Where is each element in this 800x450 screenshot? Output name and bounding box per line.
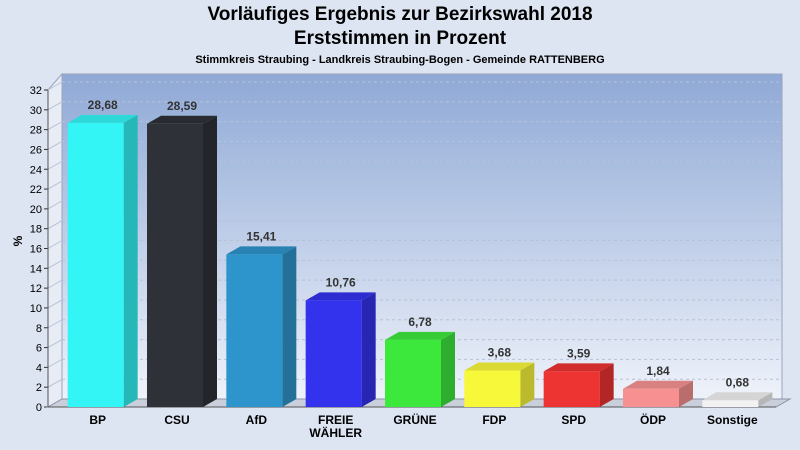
bar — [623, 388, 679, 407]
bar-top — [623, 380, 693, 389]
y-tick-label: 0 — [36, 402, 42, 414]
y-tick-label: 16 — [30, 244, 42, 256]
bar-side — [123, 114, 138, 408]
y-tick-label: 6 — [36, 343, 42, 355]
bar — [226, 254, 283, 407]
gridline-side — [47, 81, 63, 91]
bar-side — [520, 362, 535, 407]
gridline-side — [47, 240, 63, 249]
x-tick-label: FDP — [482, 413, 506, 427]
bar-side — [441, 331, 455, 407]
x-tick-label: FREIE — [318, 413, 353, 427]
bar-top — [67, 114, 138, 123]
bar-top — [702, 392, 773, 401]
bar-top — [305, 292, 376, 301]
bar — [543, 371, 600, 407]
data-label: 15,41 — [246, 229, 276, 243]
x-tick-label: ÖDP — [640, 412, 666, 427]
gridline-side — [47, 141, 63, 150]
y-tick-label: 2 — [36, 382, 42, 394]
bar-side — [599, 363, 614, 407]
gridline-side — [47, 121, 63, 131]
x-tick-label: Sonstige — [707, 413, 758, 427]
gridline-side — [47, 101, 63, 111]
y-tick-label: 20 — [30, 204, 42, 216]
chart-region-subtitle: Stimmkreis Straubing - Landkreis Straubi… — [195, 54, 605, 66]
y-tick-label: 10 — [30, 303, 42, 315]
x-tick-label: SPD — [561, 413, 586, 427]
gridline-side — [47, 339, 63, 348]
y-tick-label: 32 — [30, 85, 42, 97]
data-label: 10,76 — [326, 275, 356, 289]
bar-top — [385, 331, 455, 340]
bar — [67, 122, 124, 408]
data-label: 0,68 — [726, 375, 750, 389]
bar — [464, 370, 521, 407]
x-tick-label: BP — [89, 413, 106, 427]
bar — [305, 300, 362, 407]
gridline-side — [47, 160, 63, 170]
bar-top — [226, 246, 297, 255]
bar — [702, 400, 759, 407]
bar-side — [679, 380, 693, 407]
bar — [147, 123, 203, 408]
bar-top — [543, 363, 614, 372]
gridline-side — [47, 299, 63, 309]
y-tick-label: 8 — [36, 323, 42, 335]
x-tick-label: GRÜNE — [393, 412, 436, 427]
gridline-side — [47, 220, 63, 230]
y-tick-label: 4 — [36, 362, 42, 374]
data-label: 28,68 — [88, 98, 118, 112]
y-tick-label: 30 — [30, 105, 42, 117]
data-label: 3,59 — [567, 346, 591, 360]
x-tick-label: WÄHLER — [309, 425, 362, 440]
y-tick-label: 14 — [30, 263, 42, 275]
gridline-side — [47, 319, 63, 329]
data-label: 1,84 — [646, 364, 670, 378]
bar-side — [758, 392, 773, 407]
y-tick-label: 22 — [30, 184, 42, 196]
data-label: 28,59 — [167, 99, 197, 113]
chart-title: Vorläufiges Ergebnis zur Bezirkswahl 201… — [207, 4, 593, 25]
y-tick-label: 24 — [30, 164, 42, 176]
y-tick-label: 12 — [30, 283, 42, 295]
gridline-side — [47, 180, 63, 190]
x-tick-label: AfD — [246, 413, 268, 427]
y-tick-label: 26 — [30, 144, 42, 156]
bar-top — [147, 115, 217, 124]
chart-subtitle: Erststimmen in Prozent — [293, 28, 507, 49]
gridline-side — [47, 200, 63, 210]
y-tick-label: 18 — [30, 224, 42, 236]
data-label: 6,78 — [408, 315, 432, 329]
x-tick-label: CSU — [164, 413, 189, 427]
bar — [385, 339, 441, 407]
gridline-side — [47, 259, 63, 269]
y-tick-label: 28 — [30, 125, 42, 137]
bar-top — [464, 362, 535, 371]
gridline-side — [47, 279, 63, 289]
plot-side-wall — [47, 72, 63, 408]
bar-side — [361, 292, 376, 407]
bar-side — [203, 115, 217, 408]
gridline-side — [47, 358, 63, 368]
gridline-side — [47, 378, 63, 388]
data-label: 3,68 — [488, 346, 512, 360]
bar-side — [282, 246, 297, 407]
y-axis-label: % — [11, 235, 25, 246]
